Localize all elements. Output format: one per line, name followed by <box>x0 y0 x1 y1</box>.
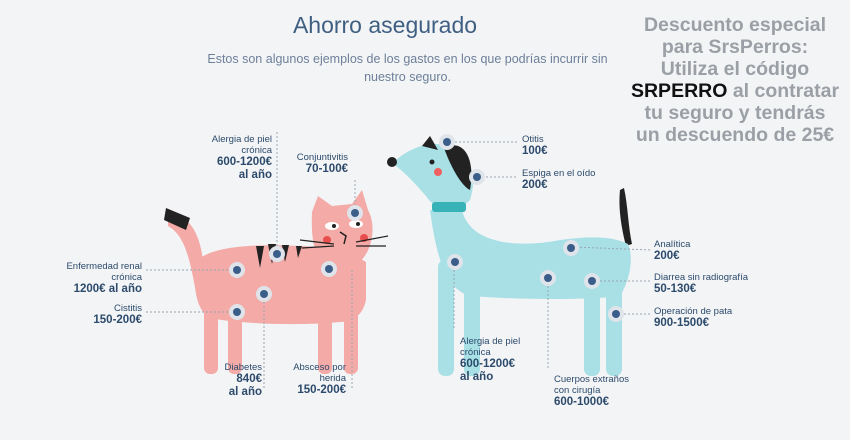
label-cuerpos: Cuerpos extraños con cirugía 600-1000€ <box>554 374 629 408</box>
label-diarrea: Diarrea sin radiografía 50-130€ <box>654 272 748 295</box>
label-analitica: Analítica 200€ <box>654 239 691 262</box>
label-conjuntivitis: Conjuntivitis 70-100€ <box>296 152 348 175</box>
label-dog-alergia: Alergia de piel crónica 600-1200€ al año <box>460 336 521 383</box>
label-espiga: Espiga en el oído 200€ <box>522 168 596 191</box>
label-operacion: Operación de pata 900-1500€ <box>654 306 733 329</box>
label-diabetes: Diabetes 840€ al año <box>224 362 263 398</box>
label-otitis: Otitis 100€ <box>522 134 548 157</box>
leader-lines <box>146 132 653 390</box>
label-cistitis: Cistitis 150-200€ <box>93 303 142 326</box>
label-absceso: Absceso por herida 150-200€ <box>293 362 346 396</box>
promo-box: Descuento especial para SrsPerros: Utili… <box>630 14 840 146</box>
page-title: Ahorro asegurado <box>292 12 478 38</box>
label-cat-alergia: Alergia de piel crónica 600-1200€ al año <box>211 134 272 181</box>
dog-illustration <box>387 136 632 376</box>
label-renal: Enfermedad renal crónica 1200€ al año <box>66 261 142 295</box>
promo-code: SRPERRO <box>630 80 728 102</box>
page-subtitle: Estos son algunos ejemplos de los gastos… <box>207 52 608 84</box>
marker-dots <box>229 134 624 322</box>
